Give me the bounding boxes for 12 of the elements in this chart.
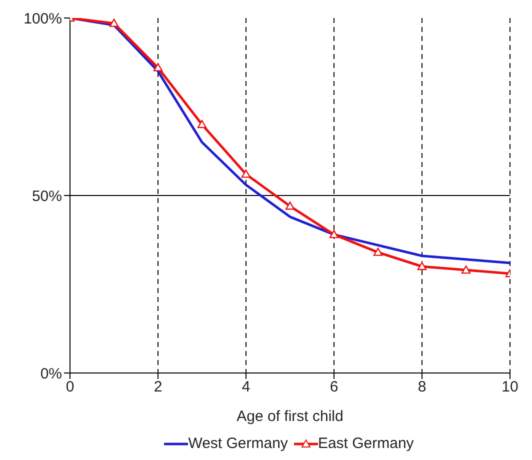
- y-tick-label: 50%: [32, 188, 62, 205]
- x-axis-title: Age of first child: [236, 408, 344, 425]
- legend-label: East Germany: [318, 435, 414, 452]
- x-tick-label: 8: [418, 378, 426, 396]
- x-tick-label: 10: [502, 378, 518, 396]
- x-tick-label: 6: [330, 378, 338, 396]
- legend-label: West Germany: [188, 435, 288, 452]
- y-tick-label: 100%: [24, 10, 62, 28]
- y-tick-label: 0%: [40, 365, 62, 382]
- x-tick-label: 2: [154, 378, 162, 396]
- x-tick-label: 4: [242, 378, 250, 396]
- x-tick-label: 0: [66, 378, 74, 396]
